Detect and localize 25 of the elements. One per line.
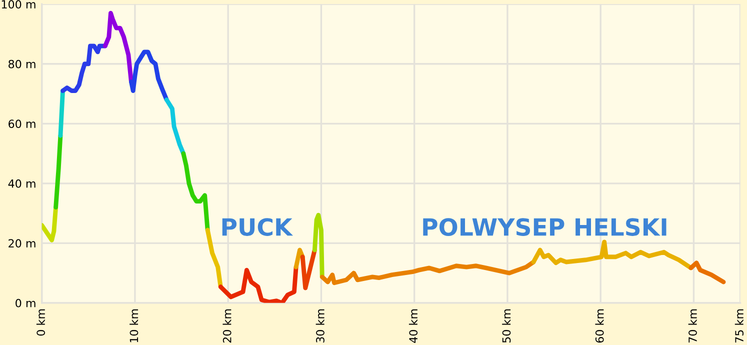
x-tick-label: 40 km	[408, 309, 418, 343]
x-tick-label: 10 km	[130, 309, 138, 342]
x-tick-label: 20 km	[222, 309, 232, 343]
y-tick-label: 100 m	[2, 0, 36, 9]
y-tick-label: 80 m	[8, 60, 36, 68]
line-series	[129, 50, 169, 102]
y-tick-label: 60 m	[8, 120, 36, 128]
y-tick-label: 0 m	[16, 298, 36, 308]
annotation: POLWYSEP HELSKI	[423, 218, 666, 236]
annotation: PUCK	[222, 218, 294, 236]
line-series	[181, 151, 210, 232]
line-series	[42, 205, 58, 242]
line-series	[164, 98, 186, 156]
line-series	[320, 260, 536, 286]
x-tick-label: 50 km	[502, 309, 511, 343]
x-tick-label: 0 km	[36, 309, 46, 336]
y-tick-label: 20 m	[8, 239, 36, 248]
x-tick-label: 30 km	[316, 309, 324, 343]
y-tick-label: 40 m	[8, 179, 36, 188]
x-tick-label: 75 km	[734, 309, 744, 342]
line-series	[205, 228, 223, 289]
line-series	[688, 260, 726, 284]
x-tick-label: 70 km	[688, 309, 697, 342]
line-series	[531, 240, 694, 270]
x-tick-label: 60 km	[595, 309, 604, 343]
